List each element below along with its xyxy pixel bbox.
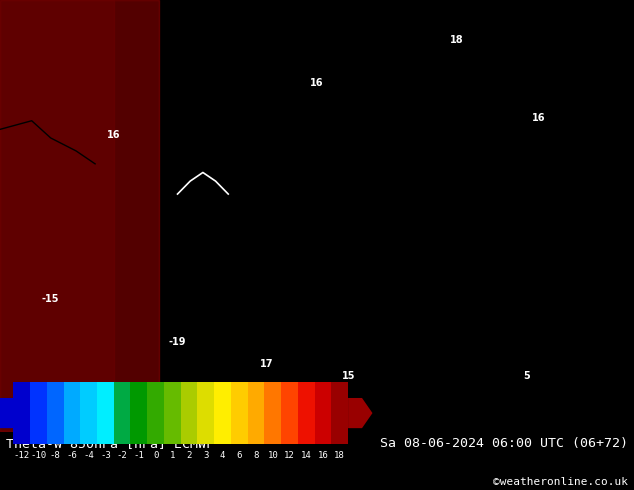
Bar	[332, 382, 348, 444]
Text: Sa 08-06-2024 06:00 UTC (06+72): Sa 08-06-2024 06:00 UTC (06+72)	[380, 437, 628, 450]
Bar	[298, 382, 314, 444]
Bar	[63, 382, 81, 444]
Text: 15: 15	[342, 371, 356, 381]
Bar	[264, 382, 281, 444]
Text: -19: -19	[169, 337, 186, 347]
Text: 12: 12	[284, 451, 295, 460]
Bar	[30, 382, 47, 444]
Bar	[81, 382, 97, 444]
Text: 16: 16	[318, 451, 328, 460]
Text: -2: -2	[117, 451, 127, 460]
Text: 2: 2	[186, 451, 191, 460]
Bar	[248, 382, 264, 444]
Bar	[47, 382, 63, 444]
Text: -10: -10	[30, 451, 46, 460]
Text: -12: -12	[13, 451, 30, 460]
Bar	[131, 382, 147, 444]
Bar	[197, 382, 214, 444]
Text: -8: -8	[50, 451, 60, 460]
Text: 3: 3	[203, 451, 209, 460]
Text: 4: 4	[220, 451, 225, 460]
Text: 16: 16	[310, 78, 324, 88]
Text: 17: 17	[259, 359, 273, 368]
Bar	[281, 382, 298, 444]
Text: 18: 18	[450, 35, 463, 45]
Text: -15: -15	[42, 294, 60, 304]
Bar	[231, 382, 248, 444]
FancyArrow shape	[348, 398, 373, 428]
Bar	[164, 382, 181, 444]
Bar	[13, 382, 30, 444]
Text: 18: 18	[334, 451, 345, 460]
Bar	[314, 382, 332, 444]
Text: -6: -6	[67, 451, 77, 460]
Text: -1: -1	[134, 451, 144, 460]
Text: -4: -4	[83, 451, 94, 460]
Bar	[97, 382, 113, 444]
Text: Theta-W 850hPa [hPa] ECMWF: Theta-W 850hPa [hPa] ECMWF	[6, 437, 214, 450]
Text: 5: 5	[523, 371, 529, 381]
Bar	[113, 382, 131, 444]
Text: 10: 10	[268, 451, 278, 460]
Text: ©weatheronline.co.uk: ©weatheronline.co.uk	[493, 477, 628, 487]
Text: 16: 16	[532, 113, 546, 122]
Bar	[181, 382, 197, 444]
Text: -3: -3	[100, 451, 111, 460]
FancyArrow shape	[0, 398, 13, 428]
Text: 14: 14	[301, 451, 311, 460]
Text: 6: 6	[236, 451, 242, 460]
Text: 0: 0	[153, 451, 158, 460]
Text: 16: 16	[107, 130, 121, 140]
Bar	[214, 382, 231, 444]
Bar	[147, 382, 164, 444]
Text: 8: 8	[254, 451, 259, 460]
Text: 1: 1	[170, 451, 175, 460]
